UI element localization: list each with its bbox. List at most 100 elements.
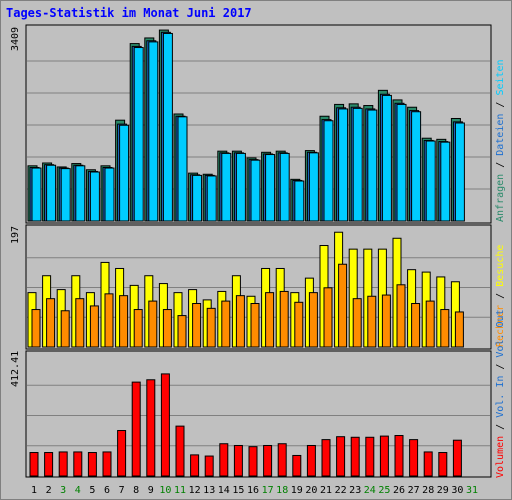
bar-volumen-day-1 — [29, 452, 39, 477]
bar-seiten-day-17 — [265, 154, 276, 222]
right-label-segment: / — [495, 418, 506, 436]
bar-rechner-day-9 — [148, 300, 158, 348]
bar-volumen-day-3 — [58, 451, 68, 477]
right-label-middle: Rechner / Besuche — [495, 245, 506, 347]
right-label-segment: Dateien — [495, 114, 506, 156]
right-label-segment: / — [495, 287, 506, 305]
bar-volumen-day-11 — [175, 425, 185, 477]
bar-rechner-day-18 — [279, 290, 289, 348]
y-max-label-bottom: 412.41 — [10, 351, 21, 387]
bar-volumen-day-19 — [292, 454, 302, 477]
bar-seiten-day-24 — [367, 109, 378, 222]
bar-rechner-day-8 — [133, 309, 143, 348]
bar-volumen-day-29 — [438, 452, 448, 477]
chart-title: Tages-Statistik im Monat Juni 2017 — [6, 6, 252, 20]
x-label-day-20: 20 — [305, 485, 317, 496]
bar-rechner-day-7 — [119, 295, 129, 348]
bar-volumen-day-10 — [160, 373, 170, 477]
x-label-day-29: 29 — [437, 485, 449, 496]
bar-rechner-day-15 — [235, 295, 245, 348]
bar-seiten-day-27 — [411, 111, 422, 222]
bar-volumen-day-24 — [365, 436, 375, 477]
x-label-day-23: 23 — [349, 485, 361, 496]
bar-seiten-day-16 — [250, 159, 261, 222]
x-label-day-28: 28 — [422, 485, 434, 496]
x-label-day-30: 30 — [451, 485, 463, 496]
bar-volumen-day-14 — [219, 443, 229, 477]
bar-rechner-day-10 — [162, 309, 172, 348]
bar-volumen-day-12 — [190, 454, 200, 477]
right-label-segment: Vol. Out — [495, 309, 506, 357]
right-label-segment: Volumen — [495, 436, 506, 478]
right-label-segment: Rechner — [495, 305, 506, 347]
y-max-label-top: 3409 — [10, 27, 21, 51]
bar-seiten-day-26 — [396, 103, 407, 222]
bar-seiten-day-23 — [352, 107, 363, 222]
right-label-segment: / — [495, 358, 506, 376]
bar-seiten-day-30 — [454, 122, 465, 222]
bar-volumen-day-30 — [452, 439, 462, 477]
bar-rechner-day-26 — [396, 284, 406, 348]
bar-seiten-day-18 — [279, 152, 290, 222]
x-label-day-19: 19 — [291, 485, 303, 496]
x-label-day-13: 13 — [203, 485, 215, 496]
y-max-label-middle: 197 — [10, 226, 21, 244]
bar-seiten-day-6 — [104, 167, 115, 222]
bar-seiten-day-12 — [192, 174, 203, 222]
bar-seiten-day-4 — [75, 165, 86, 222]
x-label-day-18: 18 — [276, 485, 288, 496]
bar-rechner-day-28 — [425, 300, 435, 348]
bar-rechner-day-13 — [206, 307, 216, 348]
bar-volumen-day-28 — [423, 451, 433, 477]
bar-volumen-day-5 — [87, 452, 97, 477]
bar-rechner-day-2 — [46, 298, 56, 348]
bar-rechner-day-25 — [381, 294, 391, 348]
bar-seiten-day-21 — [323, 120, 334, 222]
bar-volumen-day-17 — [263, 444, 273, 477]
bar-rechner-day-12 — [192, 303, 202, 348]
bar-rechner-day-16 — [250, 303, 260, 348]
bar-seiten-day-25 — [381, 94, 392, 222]
bar-seiten-day-19 — [294, 180, 305, 222]
right-label-top: Anfragen / Dateien / Seiten — [495, 59, 506, 222]
bar-rechner-day-4 — [75, 298, 85, 348]
bar-volumen-day-22 — [336, 436, 346, 477]
x-label-day-11: 11 — [174, 485, 186, 496]
x-label-day-9: 9 — [148, 485, 154, 496]
x-label-day-8: 8 — [133, 485, 139, 496]
x-label-day-4: 4 — [75, 485, 81, 496]
bar-seiten-day-28 — [425, 140, 436, 222]
x-label-day-27: 27 — [408, 485, 420, 496]
bar-volumen-day-18 — [277, 443, 287, 477]
bar-volumen-day-6 — [102, 451, 112, 477]
x-label-day-5: 5 — [89, 485, 95, 496]
bar-rechner-day-1 — [31, 309, 41, 348]
x-label-day-16: 16 — [247, 485, 259, 496]
right-label-bottom: Volumen / Vol. In / Vol. Out — [495, 309, 506, 478]
right-label-segment: / — [495, 156, 506, 174]
right-label-segment: Besuche — [495, 245, 506, 287]
x-label-day-1: 1 — [31, 485, 37, 496]
bar-rechner-day-20 — [308, 292, 318, 348]
bar-seiten-day-3 — [60, 168, 71, 222]
x-label-day-7: 7 — [119, 485, 125, 496]
bar-seiten-day-1 — [31, 167, 42, 222]
bar-seiten-day-10 — [162, 32, 173, 222]
bar-rechner-day-23 — [352, 298, 362, 348]
bar-rechner-day-30 — [454, 311, 464, 348]
x-label-day-10: 10 — [159, 485, 171, 496]
x-label-day-24: 24 — [364, 485, 376, 496]
x-label-day-3: 3 — [60, 485, 66, 496]
x-label-day-31: 31 — [466, 485, 478, 496]
bar-seiten-day-20 — [308, 152, 319, 222]
x-label-day-25: 25 — [378, 485, 390, 496]
bar-volumen-day-15 — [233, 444, 243, 477]
bar-seiten-day-7 — [119, 124, 130, 222]
x-label-day-14: 14 — [218, 485, 230, 496]
bar-rechner-day-22 — [338, 263, 348, 348]
bar-volumen-day-4 — [73, 451, 83, 477]
bar-seiten-day-9 — [148, 41, 159, 222]
bar-rechner-day-19 — [294, 301, 304, 348]
bar-volumen-day-26 — [394, 435, 404, 477]
bar-volumen-day-7 — [117, 430, 127, 477]
